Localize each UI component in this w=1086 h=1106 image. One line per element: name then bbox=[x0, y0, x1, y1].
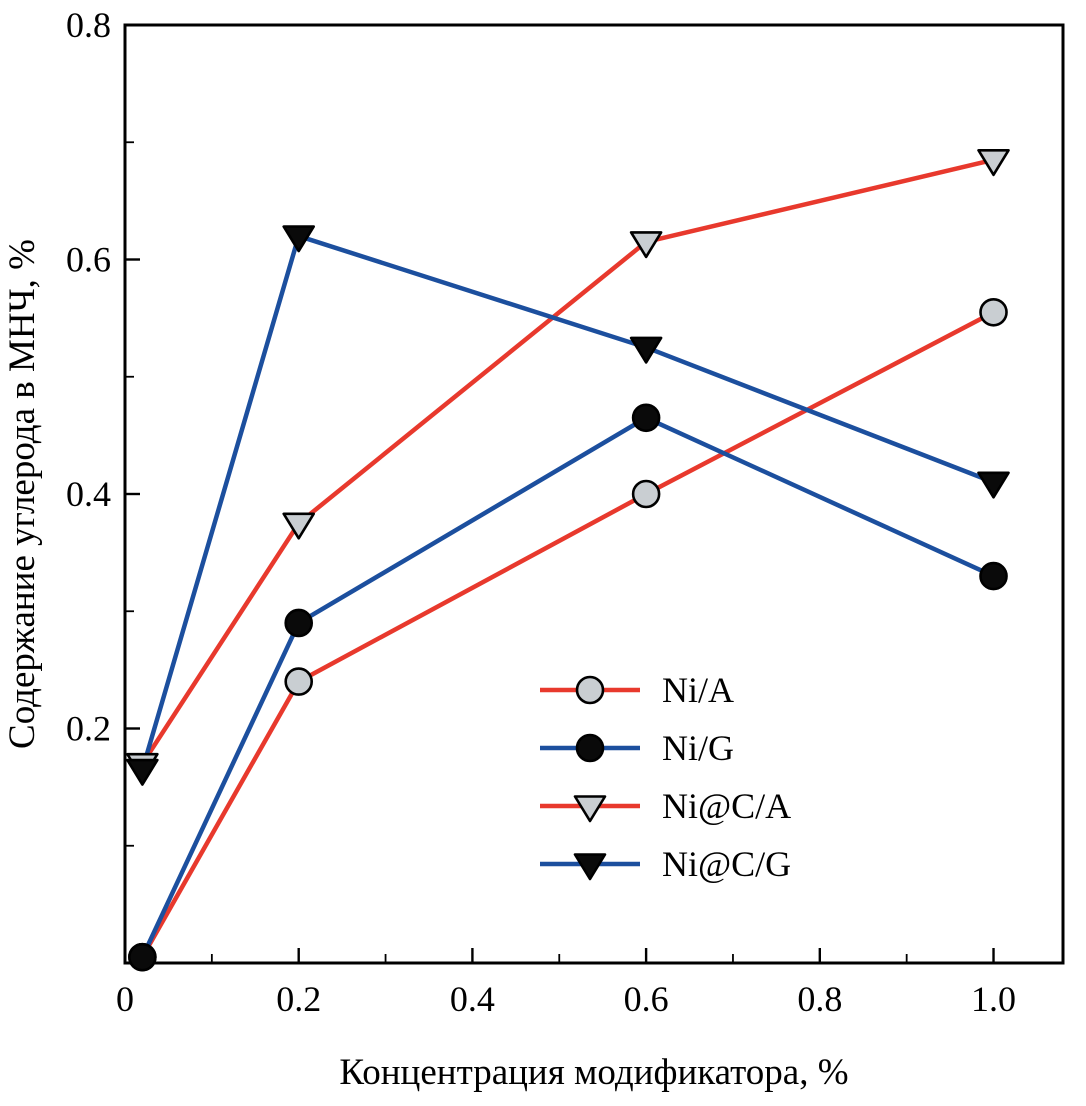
axis-ticks: 0 0.2 0.4 0.6 0.8 1.0 0.2 0.4 0.6 0.8 bbox=[66, 5, 1016, 1019]
legend-item-Ni/A: Ni/A bbox=[540, 670, 734, 710]
data-point-Ni/G bbox=[979, 561, 1008, 591]
legend-label: Ni@C/G bbox=[662, 844, 791, 884]
legend-label: Ni@C/A bbox=[662, 786, 791, 826]
x-tick-label: 1.0 bbox=[971, 979, 1016, 1019]
x-tick-label: 0.2 bbox=[276, 979, 321, 1019]
data-point-Ni/G bbox=[284, 608, 314, 638]
data-point-Ni@C/G bbox=[977, 471, 1010, 499]
data-point-Ni/A bbox=[979, 297, 1008, 327]
legend-item-Ni@C/A: Ni@C/A bbox=[540, 786, 791, 826]
y-axis-label: Содержание углерода в МНЧ, % bbox=[2, 239, 43, 749]
plot-border bbox=[123, 23, 1065, 965]
x-tick-label: 0.4 bbox=[450, 979, 495, 1019]
series-line-Ni/A bbox=[140, 310, 996, 960]
data-point-Ni@C/G bbox=[629, 336, 663, 364]
legend-label: Ni/A bbox=[662, 670, 734, 710]
series-line-Ni@C/G bbox=[140, 233, 996, 772]
data-point-Ni/A bbox=[284, 667, 314, 696]
y-tick-label: 0.4 bbox=[66, 474, 111, 514]
data-point-Ni@C/A bbox=[977, 149, 1010, 177]
legend-marker-Ni@C/G bbox=[573, 853, 607, 881]
x-axis-label: Концентрация модификатора, % bbox=[339, 1052, 848, 1093]
legend-marker-Ni/A bbox=[575, 675, 605, 705]
data-point-Ni/G bbox=[631, 403, 661, 433]
series-lines bbox=[140, 157, 996, 960]
data-point-Ni/G bbox=[128, 942, 157, 972]
legend-item-Ni@C/G: Ni@C/G bbox=[540, 844, 791, 884]
y-tick-label: 0.8 bbox=[66, 5, 111, 45]
legend-item-Ni/G: Ni/G bbox=[540, 728, 734, 768]
legend-marker-Ni/G bbox=[575, 733, 605, 763]
data-point-Ni@C/A bbox=[282, 512, 316, 540]
y-tick-label: 0.6 bbox=[66, 240, 111, 280]
x-tick-label: 0.8 bbox=[797, 979, 842, 1019]
x-tick-label: 0.6 bbox=[624, 979, 669, 1019]
series-markers bbox=[126, 149, 1010, 972]
legend: Ni/A Ni/G Ni@C/A Ni@C/G bbox=[540, 670, 791, 884]
x-tick-label: 0 bbox=[116, 979, 134, 1019]
series-line-Ni@C/A bbox=[140, 157, 996, 766]
data-point-Ni@C/G bbox=[282, 225, 316, 253]
series-line-Ni/G bbox=[140, 415, 996, 960]
y-tick-label: 0.2 bbox=[66, 709, 111, 749]
plot-frame bbox=[123, 23, 1065, 965]
legend-marker-Ni@C/A bbox=[573, 795, 607, 823]
data-point-Ni/A bbox=[631, 479, 661, 509]
data-point-Ni@C/A bbox=[629, 231, 663, 259]
data-point-Ni@C/G bbox=[126, 758, 159, 786]
legend-label: Ni/G bbox=[662, 728, 734, 768]
